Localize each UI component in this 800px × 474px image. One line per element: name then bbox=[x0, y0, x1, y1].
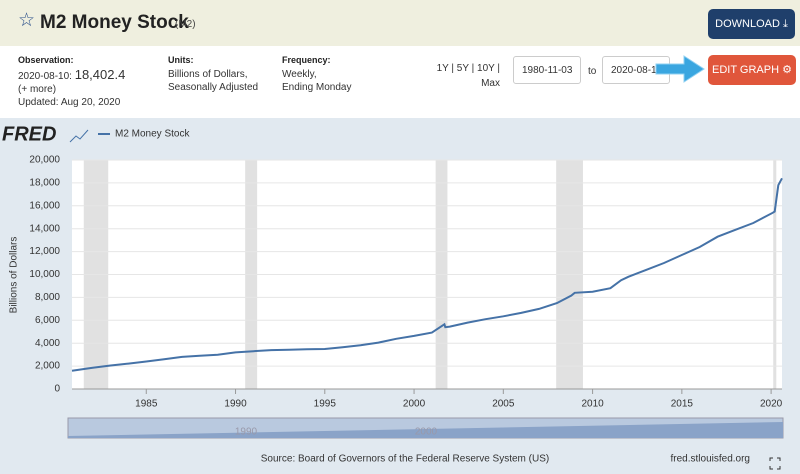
x-tick-label: 2005 bbox=[492, 399, 515, 410]
series-code: (M2) bbox=[175, 19, 196, 30]
logo: FRED bbox=[2, 123, 56, 145]
title: M2 Money Stock bbox=[40, 12, 189, 33]
y-tick-label: 20,000 bbox=[29, 155, 60, 166]
series-line bbox=[71, 177, 783, 372]
edit-text: EDIT GRAPH bbox=[712, 64, 780, 76]
obs-label: Observation: bbox=[18, 55, 74, 65]
y-tick-label: 10,000 bbox=[29, 269, 60, 280]
units-line: Seasonally Adjusted bbox=[168, 82, 259, 93]
frequency: Frequency: Weekly, Ending Monday bbox=[282, 55, 382, 94]
y-axis-title: Billions of Dollars bbox=[9, 237, 20, 314]
fullscreen-icon[interactable] bbox=[769, 457, 781, 470]
navigator-label: 2000 bbox=[415, 427, 438, 438]
arrow bbox=[655, 55, 705, 83]
y-tick-label: 4,000 bbox=[35, 338, 60, 349]
chart: FRED Billions of Dollars 1990 2000 Sourc… bbox=[0, 118, 800, 474]
freq-label: Frequency: bbox=[282, 55, 331, 65]
units: Units: Billions of Dollars, Seasonally A… bbox=[168, 55, 278, 94]
edit-graph-button[interactable]: EDIT GRAPH ⚙ bbox=[708, 55, 796, 85]
navigator-label: 1990 bbox=[235, 427, 258, 438]
y-tick-label: 12,000 bbox=[29, 246, 60, 257]
download-button[interactable]: DOWNLOAD ⤓ bbox=[708, 9, 795, 39]
site[interactable]: fred.stlouisfed.org bbox=[671, 454, 751, 465]
units-line: Billions of Dollars, bbox=[168, 69, 248, 80]
obs-updated: Updated: Aug 20, 2020 bbox=[18, 97, 121, 108]
x-tick-label: 1990 bbox=[224, 399, 247, 410]
x-tick-label: 1985 bbox=[135, 399, 158, 410]
navigator-area bbox=[68, 422, 783, 438]
units-label: Units: bbox=[168, 55, 194, 65]
x-tick-label: 2000 bbox=[403, 399, 426, 410]
logo-icon bbox=[69, 129, 89, 143]
obs-date: 2020-08-10: bbox=[18, 71, 72, 82]
y-tick-label: 16,000 bbox=[29, 200, 60, 211]
star-icon[interactable]: ☆ bbox=[18, 10, 36, 31]
y-tick-label: 6,000 bbox=[35, 315, 60, 326]
presets[interactable]: 1Y | 5Y | 10Y | bbox=[436, 63, 500, 74]
download-text: DOWNLOAD bbox=[715, 18, 780, 30]
legend-label: M2 Money Stock bbox=[115, 129, 190, 140]
x-tick-label: 2015 bbox=[671, 399, 694, 410]
y-tick-label: 2,000 bbox=[35, 361, 60, 372]
y-tick-label: 18,000 bbox=[29, 178, 60, 189]
x-tick-label: 1995 bbox=[314, 399, 337, 410]
max[interactable]: Max bbox=[481, 78, 500, 89]
freq-line: Ending Monday bbox=[282, 82, 352, 93]
obs-value: 18,402.4 bbox=[74, 67, 126, 82]
y-tick-label: 14,000 bbox=[29, 223, 60, 234]
header: ☆ M2 Money Stock (M2) DOWNLOAD ⤓ bbox=[0, 0, 800, 46]
start-date[interactable]: 1980-11-03 bbox=[513, 56, 581, 84]
observation: Observation: 2020-08-10: 18,402.4 (+ mor… bbox=[18, 55, 158, 109]
obs-more[interactable]: (+ more) bbox=[18, 84, 57, 95]
source: Source: Board of Governors of the Federa… bbox=[261, 454, 549, 465]
range-presets[interactable]: 1Y | 5Y | 10Y | Max bbox=[420, 62, 500, 90]
freq-line: Weekly, bbox=[282, 69, 317, 80]
y-tick-label: 8,000 bbox=[35, 292, 60, 303]
to-label: to bbox=[588, 66, 597, 77]
x-tick-label: 2010 bbox=[581, 399, 604, 410]
y-tick-label: 0 bbox=[54, 384, 60, 395]
x-tick-label: 2020 bbox=[760, 399, 783, 410]
